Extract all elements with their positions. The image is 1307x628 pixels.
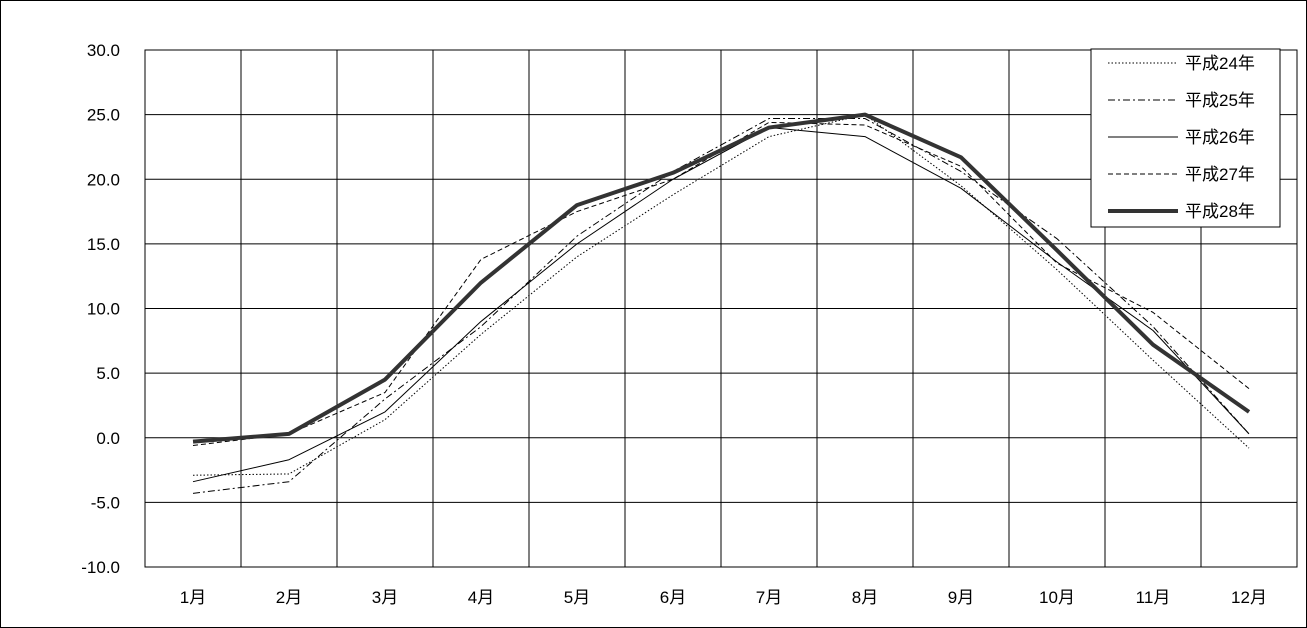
x-tick-label-2: 3月 xyxy=(372,588,398,607)
y-tick-label-7: -5.0 xyxy=(91,493,120,512)
legend-label-4: 平成27年 xyxy=(1185,165,1255,184)
legend-label-5: 平成28年 xyxy=(1185,202,1255,221)
x-axis-labels: 1月 2月 3月 4月 5月 6月 7月 8月 9月 10月 11月 12月 xyxy=(180,588,1267,607)
x-tick-label-4: 5月 xyxy=(564,588,590,607)
y-tick-label-6: 0.0 xyxy=(96,429,120,448)
y-tick-label-1: 25.0 xyxy=(87,106,120,125)
y-tick-label-8: -10.0 xyxy=(81,558,120,577)
series-layer xyxy=(192,112,1251,494)
y-tick-label-0: 30.0 xyxy=(87,41,120,60)
y-tick-label-2: 20.0 xyxy=(87,170,120,189)
y-tick-label-3: 15.0 xyxy=(87,235,120,254)
x-tick-label-8: 9月 xyxy=(948,588,974,607)
legend-label-1: 平成24年 xyxy=(1185,54,1255,73)
x-tick-label-9: 10月 xyxy=(1039,588,1075,607)
x-tick-label-0: 1月 xyxy=(180,588,206,607)
series-line-2 xyxy=(192,118,1250,494)
x-tick-label-7: 8月 xyxy=(852,588,878,607)
series-line-4 xyxy=(192,121,1250,447)
x-tick-label-5: 6月 xyxy=(660,588,686,607)
y-axis-labels: 30.0 25.0 20.0 15.0 10.0 5.0 0.0 -5.0 -10.0 xyxy=(81,41,120,577)
legend-label-3: 平成26年 xyxy=(1185,128,1255,147)
y-tick-label-5: 5.0 xyxy=(96,364,120,383)
x-tick-label-1: 2月 xyxy=(276,588,302,607)
x-tick-label-6: 7月 xyxy=(756,588,782,607)
legend-box xyxy=(1090,48,1281,228)
legend-label-2: 平成25年 xyxy=(1185,91,1255,110)
x-tick-label-11: 12月 xyxy=(1231,588,1267,607)
x-tick-label-3: 4月 xyxy=(468,588,494,607)
series-line-3 xyxy=(192,127,1250,483)
series-line-5 xyxy=(192,112,1251,444)
grid xyxy=(144,49,1298,568)
y-tick-label-4: 10.0 xyxy=(87,300,120,319)
x-tick-label-10: 11月 xyxy=(1136,588,1171,607)
